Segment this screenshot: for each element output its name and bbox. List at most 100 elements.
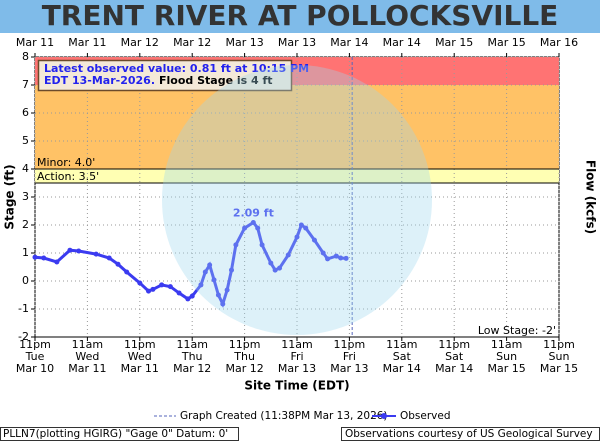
x-tick-label: Mar 12 bbox=[173, 362, 211, 375]
point bbox=[303, 225, 309, 231]
point bbox=[137, 280, 143, 286]
point bbox=[115, 261, 121, 267]
x-tick-label: Mar 14 bbox=[435, 362, 473, 375]
x2-tick-label: Mar 12 bbox=[173, 36, 211, 49]
info-line: Latest observed value: 0.81 ft at 10:15 … bbox=[44, 62, 309, 75]
watermark bbox=[162, 65, 432, 335]
y-tick-label: 8 bbox=[22, 50, 29, 63]
info-box bbox=[37, 59, 293, 92]
info-line: EDT 13-Mar-2026. bbox=[44, 74, 155, 87]
legend-label: Observed bbox=[400, 410, 451, 422]
point bbox=[41, 255, 47, 261]
point bbox=[311, 237, 317, 243]
x-tick-label: Mar 12 bbox=[225, 362, 263, 375]
x2-tick-label: Mar 11 bbox=[68, 36, 106, 49]
y-tick-label: -2 bbox=[18, 330, 29, 343]
x-tick-label: 11pm bbox=[334, 338, 366, 351]
x-tick-label: 11am bbox=[386, 338, 417, 351]
point bbox=[189, 293, 195, 299]
threshold-label: Minor: 4.0' bbox=[37, 156, 95, 169]
x-tick-label: Mar 13 bbox=[278, 362, 316, 375]
footer-right: Observations courtesy of US Geological S… bbox=[345, 428, 593, 440]
x-tick-label: 11am bbox=[281, 338, 312, 351]
point bbox=[220, 301, 226, 307]
y-tick-label: 6 bbox=[22, 106, 29, 119]
flood-band bbox=[35, 85, 559, 169]
point bbox=[67, 247, 73, 253]
x-tick-label: 11am bbox=[176, 338, 207, 351]
y-tick-label: -1 bbox=[18, 302, 29, 315]
point bbox=[106, 255, 112, 261]
point bbox=[150, 286, 156, 292]
threshold-label: Action: 3.5' bbox=[37, 170, 99, 183]
y-tick-label: 7 bbox=[22, 78, 29, 91]
point bbox=[202, 269, 208, 275]
x-tick-label: Tue bbox=[25, 350, 45, 363]
peak-label: 2.09 ft bbox=[233, 206, 274, 219]
x-tick-label: 11pm bbox=[543, 338, 575, 351]
point bbox=[32, 254, 38, 260]
x-tick-label: Wed bbox=[128, 350, 152, 363]
point bbox=[198, 282, 204, 288]
point bbox=[167, 284, 173, 290]
x2-tick-label: Mar 14 bbox=[383, 36, 421, 49]
x-tick-label: 11pm bbox=[229, 338, 261, 351]
point bbox=[277, 265, 283, 271]
x-axis-title: Site Time (EDT) bbox=[244, 379, 349, 393]
footer-left: PLLN7(plotting HGIRG) "Gage 0" Datum: 0' bbox=[3, 428, 228, 440]
point bbox=[159, 282, 165, 288]
point bbox=[320, 250, 326, 256]
point bbox=[294, 234, 300, 240]
x-tick-label: Fri bbox=[343, 350, 356, 363]
point bbox=[124, 269, 130, 275]
y2-axis-title: Flow (kcfs) bbox=[584, 160, 598, 234]
x-tick-label: Wed bbox=[75, 350, 99, 363]
point bbox=[272, 267, 278, 273]
x-tick-label: Sat bbox=[393, 350, 412, 363]
info-flood: Flood Stage is 4 ft bbox=[159, 74, 273, 87]
x-tick-label: Mar 15 bbox=[540, 362, 578, 375]
point bbox=[211, 277, 217, 283]
point bbox=[325, 256, 331, 262]
x-tick-label: 11am bbox=[491, 338, 522, 351]
x-tick-label: Fri bbox=[290, 350, 303, 363]
point bbox=[176, 290, 182, 296]
y-tick-label: 0 bbox=[22, 274, 29, 287]
x-tick-label: Mar 13 bbox=[330, 362, 368, 375]
y-tick-label: 2 bbox=[22, 218, 29, 231]
x2-tick-label: Mar 14 bbox=[330, 36, 368, 49]
y-tick-label: 4 bbox=[22, 162, 29, 175]
x-tick-label: Thu bbox=[181, 350, 203, 363]
x-tick-label: Mar 10 bbox=[16, 362, 54, 375]
threshold-label: Low Stage: -2' bbox=[478, 324, 556, 337]
point bbox=[259, 242, 265, 248]
point bbox=[76, 248, 82, 254]
chart-title: TRENT RIVER AT POLLOCKSVILLE bbox=[42, 0, 559, 32]
x2-tick-label: Mar 12 bbox=[121, 36, 159, 49]
point bbox=[268, 260, 274, 266]
x-tick-label: 11pm bbox=[19, 338, 51, 351]
y-tick-label: 1 bbox=[22, 246, 29, 259]
x2-tick-label: Mar 15 bbox=[487, 36, 525, 49]
point bbox=[229, 267, 234, 273]
point bbox=[343, 255, 349, 261]
point bbox=[54, 259, 60, 265]
point bbox=[285, 252, 291, 258]
x-tick-label: Thu bbox=[233, 350, 255, 363]
x-tick-label: Mar 15 bbox=[487, 362, 525, 375]
y-tick-label: 5 bbox=[22, 134, 29, 147]
point bbox=[338, 255, 344, 261]
point bbox=[185, 296, 191, 302]
x2-tick-label: Mar 13 bbox=[225, 36, 263, 49]
y-axis-title: Stage (ft) bbox=[3, 164, 17, 229]
point bbox=[242, 225, 248, 231]
legend-created: Graph Created (11:38PM Mar 13, 2026) bbox=[180, 410, 388, 422]
x-tick-label: Mar 14 bbox=[383, 362, 421, 375]
x2-tick-label: Mar 15 bbox=[435, 36, 473, 49]
x2-tick-label: Mar 13 bbox=[278, 36, 316, 49]
x-tick-label: Mar 11 bbox=[68, 362, 106, 375]
point bbox=[233, 242, 239, 248]
x2-tick-label: Mar 11 bbox=[16, 36, 54, 49]
x2-tick-label: Mar 16 bbox=[540, 36, 578, 49]
